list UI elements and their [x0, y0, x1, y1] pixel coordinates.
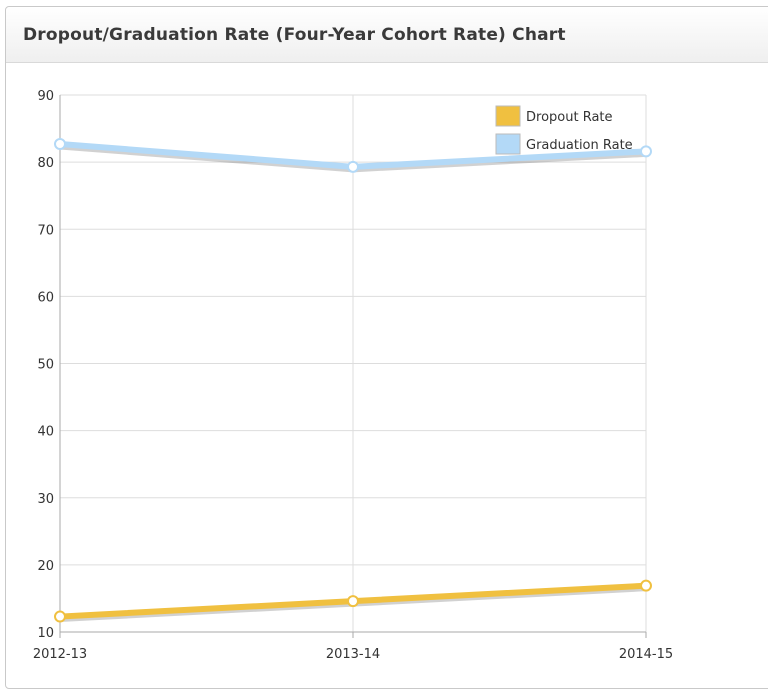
- y-tick-label: 10: [37, 626, 54, 641]
- y-tick-label: 50: [37, 358, 54, 373]
- panel-title: Dropout/Graduation Rate (Four-Year Cohor…: [23, 25, 566, 45]
- chart-panel: Dropout/Graduation Rate (Four-Year Cohor…: [5, 6, 768, 689]
- dropout-rate-point: [347, 595, 359, 608]
- legend-label-dropout-rate: Dropout Rate: [526, 110, 613, 125]
- graduation-rate-point: [640, 145, 652, 158]
- dropout-rate-point: [54, 610, 66, 623]
- dropout-rate-point: [640, 579, 652, 592]
- panel-header: Dropout/Graduation Rate (Four-Year Cohor…: [6, 7, 768, 63]
- legend-label-graduation-rate: Graduation Rate: [526, 138, 633, 153]
- legend-swatch-dropout-rate: [495, 105, 521, 127]
- y-tick-label: 40: [37, 425, 54, 440]
- y-tick-label: 90: [37, 89, 54, 104]
- graduation-rate-point: [347, 160, 359, 173]
- x-tick-label: 2013-14: [326, 647, 380, 662]
- y-tick-label: 80: [37, 156, 54, 171]
- graduation-rate-point: [54, 138, 66, 151]
- y-tick-label: 20: [37, 559, 54, 574]
- y-tick-label: 30: [37, 492, 54, 507]
- y-tick-label: 70: [37, 223, 54, 238]
- x-tick-label: 2014-15: [619, 647, 673, 662]
- legend-swatch-graduation-rate: [495, 133, 521, 155]
- x-tick-label: 2012-13: [33, 647, 87, 662]
- y-tick-label: 60: [37, 290, 54, 305]
